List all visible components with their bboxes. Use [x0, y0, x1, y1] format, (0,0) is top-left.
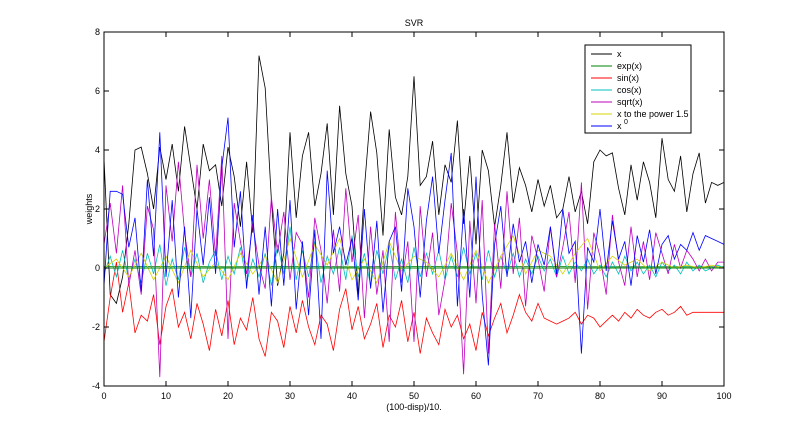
x-tick-label: 70: [533, 391, 543, 401]
x-tick-label: 0: [101, 391, 106, 401]
x-tick-label: 60: [471, 391, 481, 401]
legend-label-superscript: 0: [624, 119, 628, 126]
y-tick-label: 0: [95, 263, 100, 273]
x-tick-label: 20: [223, 391, 233, 401]
legend-label-4: sqrt(x): [617, 97, 643, 107]
y-tick-label: 8: [95, 27, 100, 37]
legend-label-5: x to the power 1.5: [617, 109, 689, 119]
legend-label-6: x: [617, 121, 622, 131]
legend-label-0: x: [617, 49, 622, 59]
x-tick-label: 80: [595, 391, 605, 401]
y-tick-label: 2: [95, 204, 100, 214]
y-tick-label: -4: [92, 381, 100, 391]
y-tick-label: 6: [95, 86, 100, 96]
legend-label-1: exp(x): [617, 61, 642, 71]
chart-title: SVR: [405, 18, 424, 28]
x-axis-label: (100-disp)/10.: [386, 402, 442, 412]
x-tick-label: 40: [347, 391, 357, 401]
y-axis-label: weights: [84, 193, 94, 225]
x-tick-label: 50: [409, 391, 419, 401]
legend: x exp(x) sin(x) cos(x) sqrt(x) x to the power…: [585, 45, 691, 133]
x-tick-label: 90: [657, 391, 667, 401]
y-tick-label: -2: [92, 322, 100, 332]
legend-label-3: cos(x): [617, 85, 642, 95]
x-tick-label: 30: [285, 391, 295, 401]
x-tick-label: 10: [161, 391, 171, 401]
x-tick-label: 100: [716, 391, 731, 401]
y-tick-label: 4: [95, 145, 100, 155]
legend-label-2: sin(x): [617, 73, 639, 83]
